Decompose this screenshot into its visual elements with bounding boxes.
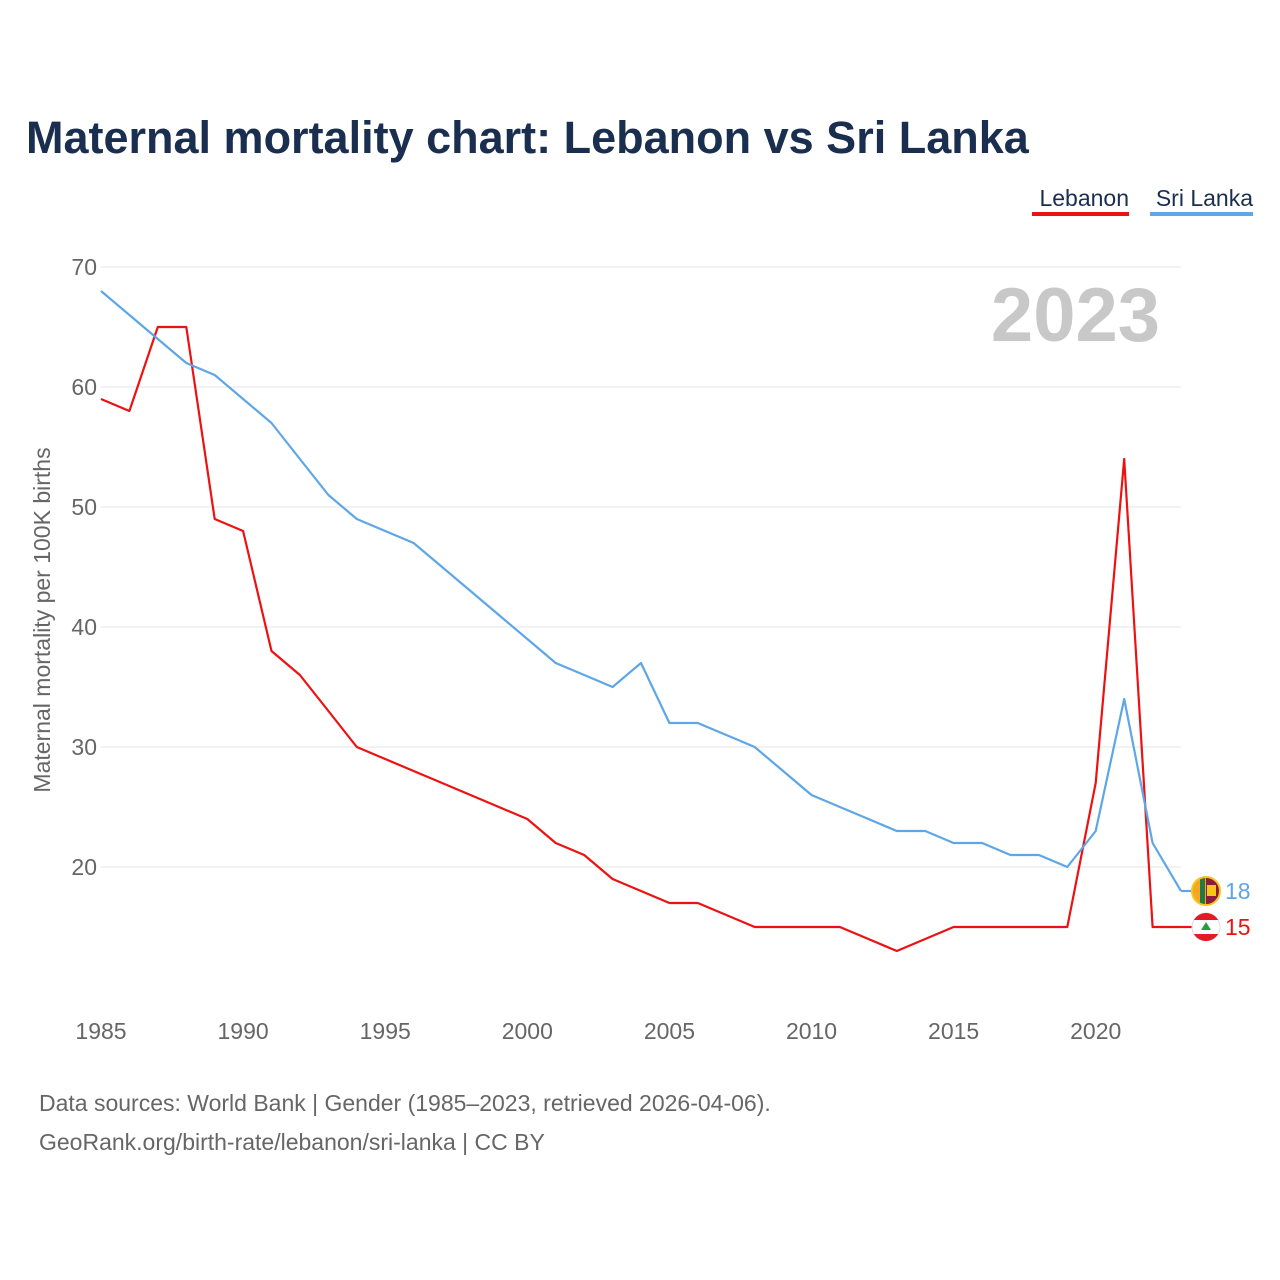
x-tick-label-1985: 1985 <box>75 1018 126 1044</box>
y-axis-ticks: 20 30 40 50 60 70 <box>71 254 97 880</box>
lebanon-flag-icon <box>1191 912 1221 942</box>
legend-item-lebanon[interactable]: Lebanon <box>1039 185 1129 211</box>
x-tick-label-2010: 2010 <box>786 1018 837 1044</box>
x-tick-label-2015: 2015 <box>928 1018 979 1044</box>
source-line-1: Data sources: World Bank | Gender (1985–… <box>39 1090 771 1116</box>
end-value-label-lebanon: 15 <box>1225 914 1251 940</box>
legend-swatch-lebanon <box>1032 212 1129 216</box>
y-tick-label-40: 40 <box>71 614 97 640</box>
end-value-label-sri-lanka: 18 <box>1225 878 1251 904</box>
x-tick-label-1990: 1990 <box>218 1018 269 1044</box>
x-tick-label-1995: 1995 <box>360 1018 411 1044</box>
year-watermark: 2023 <box>991 273 1160 358</box>
y-tick-label-30: 30 <box>71 734 97 760</box>
grid <box>101 266 1181 868</box>
chart-title: Maternal mortality chart: Lebanon vs Sri… <box>26 112 1030 163</box>
x-tick-label-2020: 2020 <box>1070 1018 1121 1044</box>
series-line-sri-lanka <box>100 290 1182 892</box>
y-tick-label-60: 60 <box>71 374 97 400</box>
y-tick-label-70: 70 <box>71 254 97 280</box>
y-tick-label-50: 50 <box>71 494 97 520</box>
legend-item-sri-lanka[interactable]: Sri Lanka <box>1156 185 1253 211</box>
x-axis-ticks: 1985 1990 1995 2000 2005 2010 2015 2020 <box>75 1018 1121 1044</box>
y-tick-label-20: 20 <box>71 854 97 880</box>
series-line-lebanon <box>100 325 1181 953</box>
legend-swatch-sri-lanka <box>1150 212 1253 216</box>
legend: Lebanon Sri Lanka <box>1032 185 1253 216</box>
source-line-2[interactable]: GeoRank.org/birth-rate/lebanon/sri-lanka… <box>39 1129 545 1155</box>
y-axis-label: Maternal mortality per 100K births <box>29 447 55 792</box>
series-lines <box>100 290 1182 953</box>
x-tick-label-2000: 2000 <box>502 1018 553 1044</box>
sri-lanka-flag-icon <box>1191 876 1221 906</box>
x-tick-label-2005: 2005 <box>644 1018 695 1044</box>
